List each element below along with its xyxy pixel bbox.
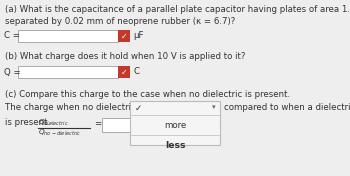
Text: $Q_{dielectric}$: $Q_{dielectric}$ (38, 118, 69, 128)
Text: compared to when a dielectric: compared to when a dielectric (224, 103, 350, 112)
Text: μF: μF (133, 32, 144, 40)
Bar (18, 66, 118, 78)
Text: ✓: ✓ (121, 32, 127, 40)
Text: is present.: is present. (5, 118, 50, 127)
Text: (c) Compare this charge to the case when no dielectric is present.: (c) Compare this charge to the case when… (5, 90, 290, 99)
Text: $Q_{no-dielectric}$: $Q_{no-dielectric}$ (38, 128, 82, 138)
Text: more: more (164, 121, 186, 130)
Text: =: = (94, 120, 101, 128)
Bar (118, 66, 130, 78)
Text: less: less (165, 140, 185, 149)
Text: C: C (133, 68, 139, 77)
Bar (130, 101, 220, 145)
Text: Q =: Q = (4, 68, 21, 77)
Text: ✓: ✓ (121, 68, 127, 77)
Bar (102, 118, 154, 132)
Text: (b) What charge does it hold when 10 V is applied to it?: (b) What charge does it hold when 10 V i… (5, 52, 245, 61)
Text: ▾: ▾ (212, 104, 216, 110)
Bar (118, 30, 130, 42)
Text: C =: C = (4, 32, 20, 40)
Bar (18, 30, 118, 42)
Text: (a) What is the capacitance of a parallel plate capacitor having plates of area : (a) What is the capacitance of a paralle… (5, 5, 350, 27)
Text: ✓: ✓ (135, 104, 142, 113)
Text: The charge when no dielectric is present i: The charge when no dielectric is present… (5, 103, 186, 112)
